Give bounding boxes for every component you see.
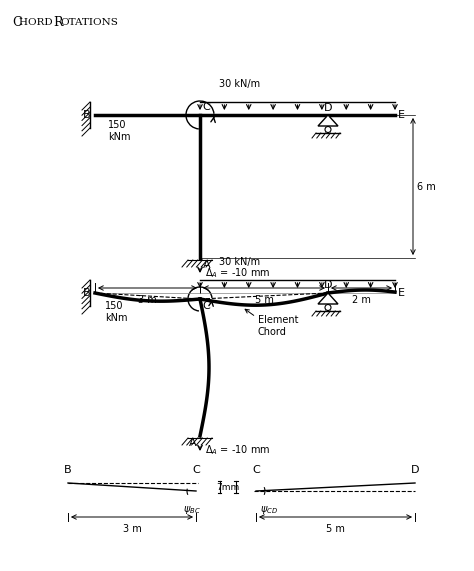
Text: 3 m: 3 m <box>123 524 141 534</box>
Text: HORD: HORD <box>19 18 56 27</box>
Text: E: E <box>398 110 405 120</box>
Text: Element
Chord: Element Chord <box>258 315 299 336</box>
Polygon shape <box>318 115 338 126</box>
Text: 30 kN/m: 30 kN/m <box>219 79 261 89</box>
Text: B: B <box>83 288 91 298</box>
Text: 30 kN/m: 30 kN/m <box>219 257 261 267</box>
Text: R: R <box>53 16 63 29</box>
Text: A: A <box>203 260 210 270</box>
Text: 150
kNm: 150 kNm <box>105 301 128 323</box>
Text: C: C <box>202 301 210 311</box>
Text: A: A <box>190 438 197 448</box>
Text: $\psi_{BC}$: $\psi_{BC}$ <box>183 504 201 516</box>
Text: D: D <box>324 280 332 290</box>
Text: $\Delta_A$ = -10 mm: $\Delta_A$ = -10 mm <box>205 443 270 457</box>
Text: D: D <box>324 103 332 113</box>
Text: 3 m: 3 m <box>138 295 157 305</box>
Text: $\Delta_A$ = -10 mm: $\Delta_A$ = -10 mm <box>205 266 270 280</box>
Text: 6 m: 6 m <box>417 182 436 191</box>
Text: C: C <box>252 465 260 475</box>
Circle shape <box>325 127 331 132</box>
Text: C: C <box>192 465 200 475</box>
Circle shape <box>325 304 331 311</box>
Text: 2 m: 2 m <box>352 295 371 305</box>
Text: OTATIONS: OTATIONS <box>60 18 118 27</box>
Text: 5 m: 5 m <box>326 524 345 534</box>
Text: B: B <box>83 110 91 120</box>
Text: $\psi_{CD}$: $\psi_{CD}$ <box>260 504 278 516</box>
Text: B: B <box>64 465 72 475</box>
Text: C: C <box>202 102 210 112</box>
Polygon shape <box>318 293 338 304</box>
Text: 150
kNm: 150 kNm <box>108 120 130 142</box>
Text: D: D <box>411 465 419 475</box>
Text: E: E <box>398 288 405 298</box>
Text: 7mm: 7mm <box>216 482 240 492</box>
Text: C: C <box>12 16 22 29</box>
Text: 5 m: 5 m <box>255 295 273 305</box>
